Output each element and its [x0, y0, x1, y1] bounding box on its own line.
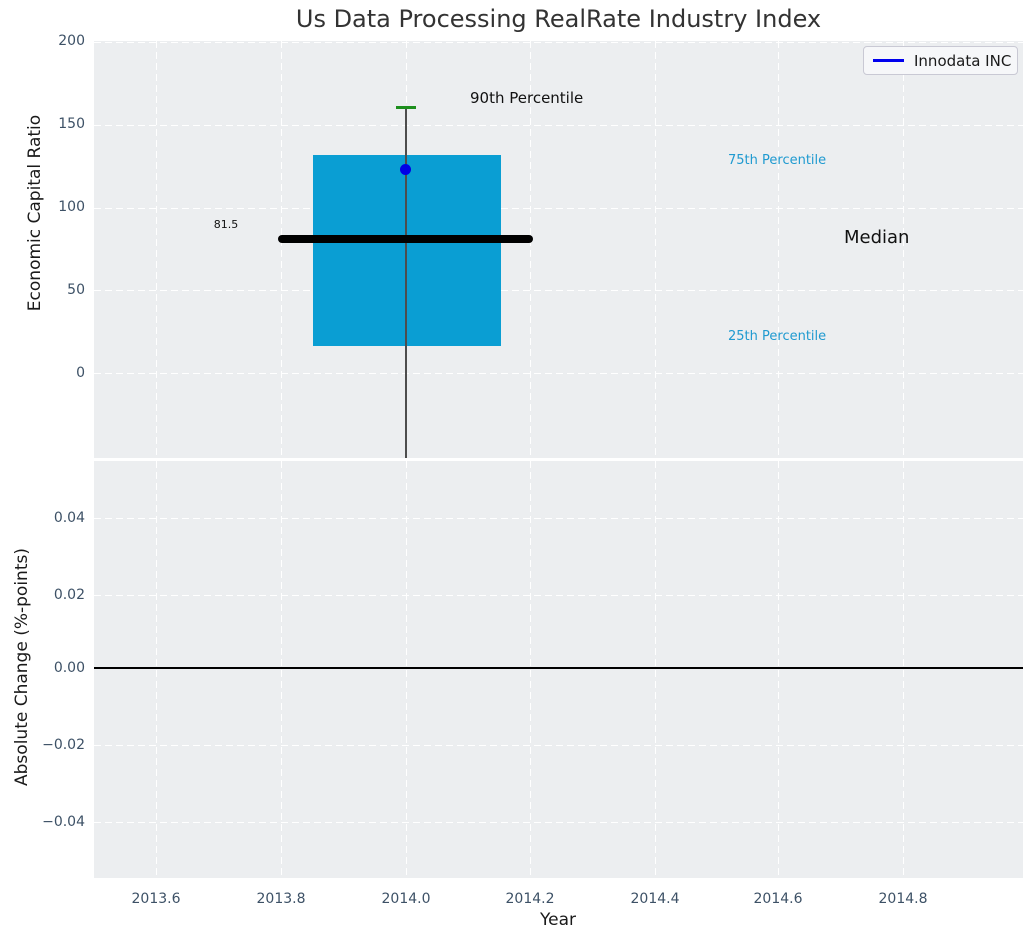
top-plot-area: 81.5 90th Percentile 75th Percentile Med… [94, 41, 1023, 458]
gridline-v [655, 461, 656, 878]
gridline-v [156, 461, 157, 878]
gridline-h-002 [94, 595, 1023, 596]
gridline-v [655, 41, 656, 458]
legend: Innodata INC [863, 46, 1018, 75]
gridline-v [281, 41, 282, 458]
chart-title: Us Data Processing RealRate Industry Ind… [295, 5, 822, 33]
median-line [278, 235, 533, 243]
boxplot-iqr-box [313, 155, 501, 346]
gridline-v [903, 41, 904, 458]
ytick-label: −0.04 [42, 814, 85, 830]
median-value-label: 81.5 [213, 218, 239, 231]
annotation-75th-percentile: 75th Percentile [728, 153, 827, 168]
annotation-25th-percentile: 25th Percentile [728, 329, 827, 344]
xtick-label: 2013.8 [256, 891, 306, 907]
bottom-plot-area [94, 461, 1023, 878]
ytick-label: 0 [76, 365, 85, 381]
gridline-h-n002 [94, 745, 1023, 746]
ytick-label: 100 [58, 199, 85, 215]
zero-reference-line [94, 667, 1023, 669]
gridline-v [903, 461, 904, 878]
annotation-median: Median [844, 227, 910, 248]
gridline-v [530, 41, 531, 458]
ytick-label: 150 [58, 116, 85, 132]
whisker-line [405, 107, 407, 458]
ytick-label: 50 [67, 282, 85, 298]
gridline-v [530, 461, 531, 878]
whisker-cap-90th-percentile [396, 106, 416, 109]
xtick-label: 2014.4 [630, 891, 680, 907]
y-axis-label-top: Economic Capital Ratio [25, 114, 45, 312]
gridline-v [778, 461, 779, 878]
gridline-h-0 [94, 373, 1023, 374]
y-axis-label-bottom: Absolute Change (%-points) [12, 548, 32, 786]
ytick-label: −0.02 [42, 737, 85, 753]
gridline-h-150 [94, 125, 1023, 126]
xtick-label: 2014.6 [753, 891, 803, 907]
annotation-90th-percentile: 90th Percentile [470, 89, 584, 107]
ytick-label: 0.02 [53, 587, 85, 603]
xtick-label: 2013.6 [131, 891, 181, 907]
gridline-h-50 [94, 290, 1023, 291]
gridline-v [281, 461, 282, 878]
x-axis-label: Year [540, 910, 576, 930]
xtick-label: 2014.8 [878, 891, 928, 907]
ytick-label: 200 [58, 33, 85, 49]
gridline-h-n004 [94, 822, 1023, 823]
gridline-v [406, 461, 407, 878]
xtick-label: 2014.2 [505, 891, 555, 907]
gridline-v [778, 41, 779, 458]
ytick-label: 0.04 [53, 510, 85, 526]
legend-label: Innodata INC [914, 51, 1012, 70]
gridline-h-100 [94, 208, 1023, 209]
gridline-h-200 [94, 42, 1023, 43]
legend-line-swatch [873, 59, 904, 62]
gridline-v [156, 41, 157, 458]
gridline-h-004 [94, 518, 1023, 519]
data-point-innodata [400, 164, 411, 175]
ytick-label: 0.00 [53, 660, 85, 676]
xtick-label: 2014.0 [381, 891, 431, 907]
